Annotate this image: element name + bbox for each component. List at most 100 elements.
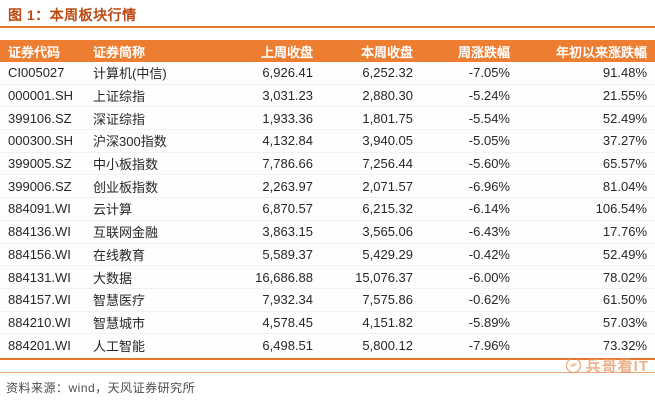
cell-week_close: 7,256.44 (362, 156, 413, 172)
table-row: 000300.SH 沪深300指数 4,132.84 3,940.05 -5.05% 37… (0, 130, 655, 153)
cell-name: 互联网金融 (93, 225, 159, 241)
cell-prev_close: 4,578.45 (262, 314, 313, 330)
table-row: 884201.WI 人工智能 6,498.51 5,800.12 -7.96% 73.32… (0, 334, 655, 357)
column-header-ytd_chg: 年初以来涨跌幅 (555, 44, 647, 60)
cell-week_chg: -6.00% (468, 269, 510, 285)
cell-code: 399006.SZ (8, 178, 72, 194)
cell-prev_close: 3,863.15 (262, 224, 313, 240)
cell-week_chg: -7.05% (468, 65, 510, 81)
cell-name: 智慧城市 (93, 315, 146, 331)
cell-prev_close: 5,589.37 (262, 246, 313, 262)
column-header-week_chg: 周涨跌幅 (457, 44, 510, 60)
cell-name: 中小板指数 (93, 157, 159, 173)
cell-ytd_chg: 52.49% (602, 246, 647, 262)
cell-name: 人工智能 (93, 339, 146, 355)
swirl-logo-icon (565, 357, 582, 374)
cell-code: 884131.WI (8, 269, 71, 285)
cell-week_chg: -6.96% (468, 178, 510, 194)
cell-week_close: 1,801.75 (362, 110, 413, 126)
cell-week_chg: -0.42% (468, 246, 510, 262)
table-row: 884156.WI 在线教育 5,589.37 5,429.29 -0.42% 52.49… (0, 243, 655, 267)
watermark: 兵哥看IT (565, 355, 649, 376)
cell-week_chg: -5.24% (468, 88, 510, 104)
cell-week_chg: -6.43% (468, 224, 510, 240)
cell-week_chg: -5.54% (468, 110, 510, 126)
cell-ytd_chg: 78.02% (602, 269, 647, 285)
table-row: 884210.WI 智慧城市 4,578.45 4,151.82 -5.89% 57.03… (0, 311, 655, 335)
table-row: 884157.WI 智慧医疗 7,932.34 7,575.86 -0.62% 61.50… (0, 288, 655, 312)
cell-name: 在线教育 (93, 247, 146, 263)
cell-week_chg: -7.96% (468, 338, 510, 354)
cell-prev_close: 16,686.88 (255, 269, 313, 285)
cell-week_close: 2,880.30 (362, 88, 413, 104)
column-header-week_close: 本周收盘 (360, 44, 413, 60)
table-row: 399106.SZ 深证综指 1,933.36 1,801.75 -5.54% 52.49… (0, 107, 655, 131)
cell-ytd_chg: 17.76% (602, 224, 647, 240)
cell-prev_close: 7,786.66 (262, 156, 313, 172)
cell-week_close: 5,800.12 (362, 338, 413, 354)
column-header-name: 证券简称 (93, 44, 146, 60)
cell-week_close: 2,071.57 (362, 178, 413, 194)
cell-code: 884091.WI (8, 201, 71, 217)
cell-name: 沪深300指数 (93, 134, 167, 150)
table-header-row: 证券代码 证券简称 上周收盘 本周收盘 周涨跌幅 年初以来涨跌幅 (0, 40, 655, 62)
cell-week_close: 5,429.29 (362, 246, 413, 262)
cell-ytd_chg: 21.55% (602, 88, 647, 104)
cell-code: CI005027 (8, 65, 65, 81)
cell-code: 399005.SZ (8, 156, 72, 172)
cell-ytd_chg: 57.03% (602, 314, 647, 330)
sector-table: 证券代码 证券简称 上周收盘 本周收盘 周涨跌幅 年初以来涨跌幅 CI005027 计算机(… (0, 40, 655, 357)
figure-title: 图 1：本周板块行情 (8, 7, 137, 23)
cell-prev_close: 3,031.23 (262, 88, 313, 104)
table-row: 399005.SZ 中小板指数 7,786.66 7,256.44 -5.60% 65.5… (0, 152, 655, 176)
cell-prev_close: 7,932.34 (262, 292, 313, 308)
column-header-prev_close: 上周收盘 (260, 44, 313, 60)
cell-name: 创业板指数 (93, 179, 159, 195)
watermark-text: 兵哥看IT (585, 358, 649, 375)
table-row: CI005027 计算机(中信) 6,926.41 6,252.32 -7.05% 91.… (0, 62, 655, 85)
cell-week_close: 6,252.32 (362, 65, 413, 81)
title-divider (0, 26, 655, 28)
cell-week_chg: -6.14% (468, 201, 510, 217)
cell-ytd_chg: 65.57% (602, 156, 647, 172)
cell-prev_close: 6,498.51 (262, 338, 313, 354)
cell-code: 399106.SZ (8, 110, 72, 126)
cell-week_chg: -5.05% (468, 133, 510, 149)
cell-prev_close: 4,132.84 (262, 133, 313, 149)
cell-ytd_chg: 52.49% (602, 110, 647, 126)
cell-prev_close: 2,263.97 (262, 178, 313, 194)
cell-code: 000001.SH (8, 88, 74, 104)
table-row: 000001.SH 上证综指 3,031.23 2,880.30 -5.24% 21.55… (0, 84, 655, 108)
footer-divider (0, 372, 655, 373)
cell-code: 000300.SH (8, 133, 74, 149)
cell-code: 884136.WI (8, 224, 71, 240)
cell-code: 884210.WI (8, 314, 71, 330)
source-note: 资料来源：wind，天风证券研究所 (6, 381, 196, 395)
cell-name: 智慧医疗 (93, 293, 146, 309)
cell-ytd_chg: 81.04% (602, 178, 647, 194)
cell-week_close: 6,215.32 (362, 201, 413, 217)
cell-ytd_chg: 37.27% (602, 133, 647, 149)
table-body: CI005027 计算机(中信) 6,926.41 6,252.32 -7.05% 91.… (0, 62, 655, 357)
cell-name: 计算机(中信) (93, 66, 167, 82)
cell-week_close: 4,151.82 (362, 314, 413, 330)
table-row: 884131.WI 大数据 16,686.88 15,076.37 -6.00% 78.0… (0, 266, 655, 289)
cell-week_chg: -5.60% (468, 156, 510, 172)
cell-name: 云计算 (93, 202, 133, 218)
cell-ytd_chg: 106.54% (595, 201, 647, 217)
column-header-code: 证券代码 (8, 44, 61, 60)
cell-week_chg: -0.62% (468, 292, 510, 308)
table-row: 884091.WI 云计算 6,870.57 6,215.32 -6.14% 106.54… (0, 198, 655, 221)
cell-name: 上证综指 (93, 89, 146, 105)
cell-ytd_chg: 73.32% (602, 338, 647, 354)
cell-code: 884157.WI (8, 292, 71, 308)
cell-prev_close: 1,933.36 (262, 110, 313, 126)
table-row: 884136.WI 互联网金融 3,863.15 3,565.06 -6.43% 17.7… (0, 220, 655, 244)
table-bottom-divider (0, 358, 655, 360)
cell-week_close: 7,575.86 (362, 292, 413, 308)
cell-name: 大数据 (93, 270, 133, 286)
cell-code: 884201.WI (8, 338, 71, 354)
cell-name: 深证综指 (93, 111, 146, 127)
cell-code: 884156.WI (8, 246, 71, 262)
